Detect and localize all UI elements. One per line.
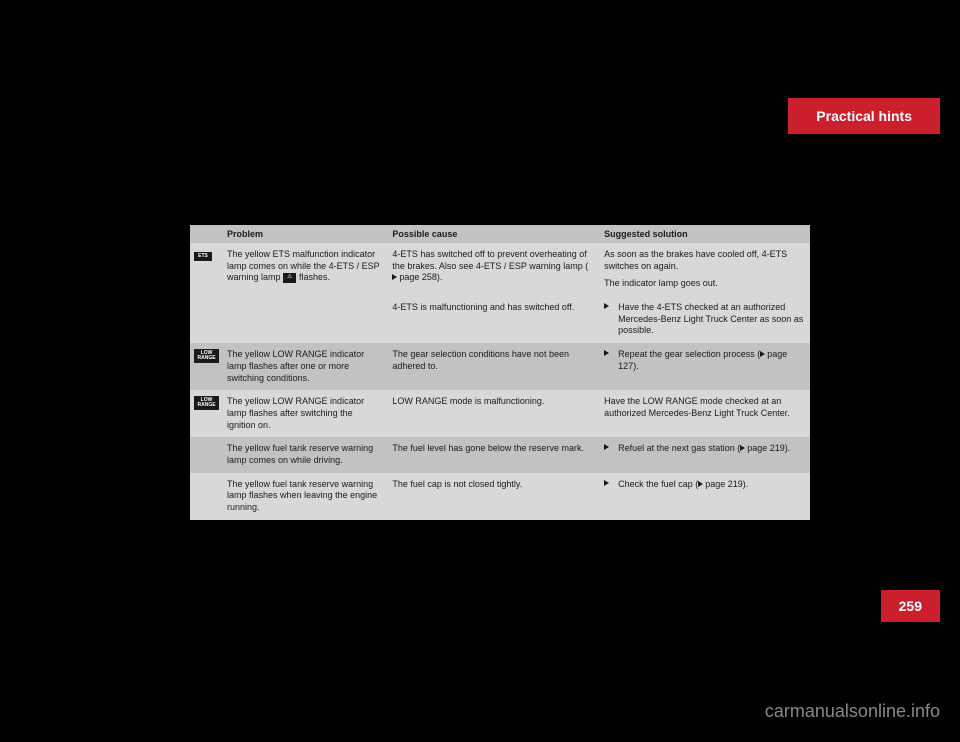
table-row: ETS The yellow ETS malfunction indi­cato… (190, 243, 810, 296)
troubleshooting-table: Problem Possible cause Suggested solutio… (190, 225, 810, 520)
action-arrow-icon (604, 444, 609, 450)
cause-text-end: ). (437, 272, 443, 282)
header-problem: Problem (221, 225, 386, 243)
page-ref: page 219 (747, 443, 785, 453)
solution-text: Have the 4-ETS checked at an autho­rized… (618, 302, 804, 337)
page-ref: page 219 (705, 479, 743, 489)
table-row: LOW RANGE The yellow LOW RANGE indicator… (190, 343, 810, 390)
cause-text: 4-ETS has switched off to prevent overhe… (392, 249, 588, 271)
table-row: The yellow fuel tank reserve warning lam… (190, 473, 810, 520)
solution-text: Refuel at the next gas station ( (618, 443, 740, 453)
page-ref: page 258 (399, 272, 437, 282)
solution-text: Repeat the gear selection process ( (618, 349, 760, 359)
ref-arrow-icon (698, 481, 703, 487)
problem-text: The yellow fuel tank reserve warning lam… (221, 473, 386, 520)
cause-text: The fuel level has gone below the reserv… (386, 437, 598, 472)
solution-text: Check the fuel cap ( (618, 479, 698, 489)
action-arrow-icon (604, 480, 609, 486)
warning-triangle-icon: ⚠ (283, 273, 296, 283)
problem-text-post: flashes. (296, 272, 330, 282)
table-row: LOW RANGE The yellow LOW RANGE indicator… (190, 390, 810, 437)
problem-text: The yellow LOW RANGE indicator lamp flas… (221, 343, 386, 390)
problem-text: The yellow LOW RANGE indicator lamp flas… (221, 390, 386, 437)
solution-text: The indicator lamp goes out. (604, 278, 804, 290)
solution-text-end: ). (633, 361, 639, 371)
section-title: Practical hints (788, 98, 940, 134)
cause-text: The gear selection conditions have not b… (386, 343, 598, 390)
ref-arrow-icon (760, 351, 765, 357)
action-arrow-icon (604, 350, 609, 356)
table-row: The yellow fuel tank reserve warning lam… (190, 437, 810, 472)
page-number: 259 (881, 590, 940, 622)
header-solution: Suggested solution (598, 225, 810, 243)
header-cause: Possible cause (386, 225, 598, 243)
ets-icon: ETS (194, 252, 212, 261)
problem-text: The yellow fuel tank reserve warning lam… (221, 437, 386, 472)
solution-text-end: ). (785, 443, 791, 453)
low-range-icon: LOW RANGE (194, 396, 219, 410)
ref-arrow-icon (740, 445, 745, 451)
cause-text: The fuel cap is not closed tightly. (386, 473, 598, 520)
solution-text: Have the LOW RANGE mode checked at an au… (598, 390, 810, 437)
ref-arrow-icon (392, 274, 397, 280)
low-range-icon: LOW RANGE (194, 349, 219, 363)
header-icon-col (190, 225, 221, 243)
cause-text: 4-ETS is malfunctioning and has switched… (386, 296, 598, 343)
solution-text-end: ). (743, 479, 749, 489)
solution-text: As soon as the brakes have cooled off, 4… (604, 249, 804, 272)
cause-text: LOW RANGE mode is malfunctioning. (386, 390, 598, 437)
watermark: carmanualsonline.info (765, 701, 940, 722)
action-arrow-icon (604, 303, 609, 309)
